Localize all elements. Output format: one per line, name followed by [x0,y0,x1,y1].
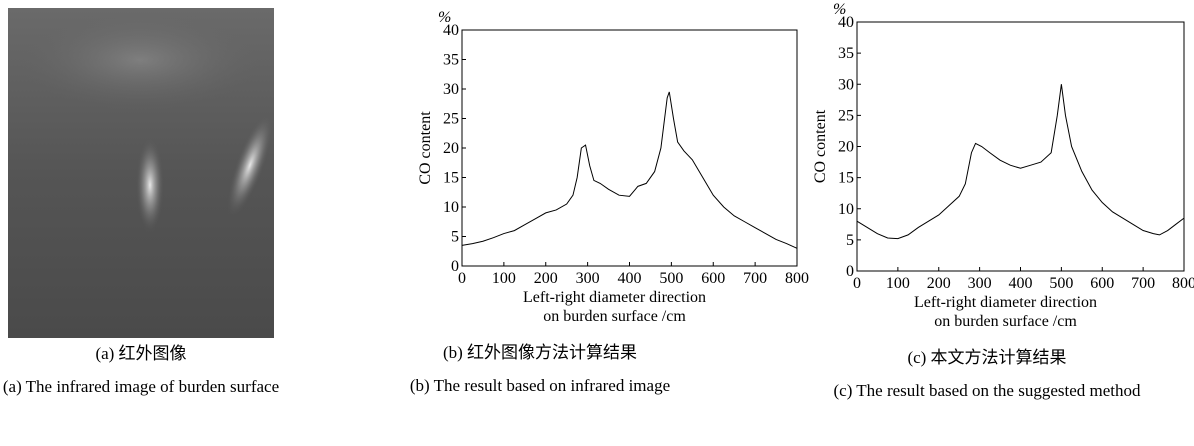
x-axis-label: Left-right diameter direction [914,294,1097,311]
caption-en: (b) The result based on infrared image [409,376,671,395]
y-unit: % [438,9,451,26]
y-tick-label: 30 [838,76,854,93]
y-tick-label: 25 [443,111,459,128]
x-axis-label: Left-right diameter direction [523,289,706,306]
x-axis-label: on burden surface /cm [543,308,686,325]
y-tick-label: 35 [838,45,854,62]
x-tick-label: 300 [968,275,992,292]
x-tick-label: 300 [576,270,600,287]
x-tick-label: 700 [1131,275,1155,292]
x-tick-label: 500 [1049,275,1073,292]
y-tick-label: 15 [838,170,854,187]
y-tick-label: 40 [838,14,854,31]
x-tick-label: 800 [785,270,809,287]
x-tick-label: 500 [659,270,683,287]
y-tick-label: 10 [443,199,459,216]
data-line [856,84,1185,240]
y-tick-label: 20 [838,139,854,156]
y-tick-label: 5 [846,232,854,249]
caption-cn: (c) 本文方法计算结果 [907,348,1067,367]
y-tick-label: 5 [451,229,459,246]
y-tick-label: 15 [443,170,459,187]
x-tick-label: 400 [1009,275,1033,292]
x-tick-label: 200 [534,270,558,287]
x-tick-label: 100 [492,270,516,287]
x-axis-label: on burden surface /cm [934,313,1077,330]
x-tick-label: 600 [701,270,725,287]
x-tick-label: 800 [1172,275,1194,292]
x-tick-label: 100 [886,275,910,292]
y-tick-label: 20 [443,140,459,157]
caption-cn: (a) 红外图像 [95,344,187,363]
y-tick-label: 0 [846,263,854,280]
plot-frame [461,29,798,267]
y-tick-label: 40 [443,22,459,39]
x-tick-label: 0 [853,275,861,292]
y-axis-label: CO content [417,111,434,185]
y-unit: % [833,1,846,18]
x-tick-label: 400 [618,270,642,287]
infrared-image [8,8,274,338]
x-tick-label: 700 [743,270,767,287]
y-tick-label: 0 [451,258,459,275]
y-tick-label: 10 [838,201,854,218]
plot-frame [856,21,1185,272]
x-tick-label: 200 [927,275,951,292]
y-axis-label: CO content [812,109,829,183]
data-line [461,91,798,249]
x-tick-label: 600 [1090,275,1114,292]
caption-en: (a) The infrared image of burden surface [2,377,280,396]
y-tick-label: 35 [443,52,459,69]
x-tick-label: 0 [458,270,466,287]
y-tick-label: 30 [443,81,459,98]
caption-en: (c) The result based on the suggested me… [833,381,1141,400]
y-tick-label: 25 [838,107,854,124]
caption-cn: (b) 红外图像方法计算结果 [442,343,638,362]
